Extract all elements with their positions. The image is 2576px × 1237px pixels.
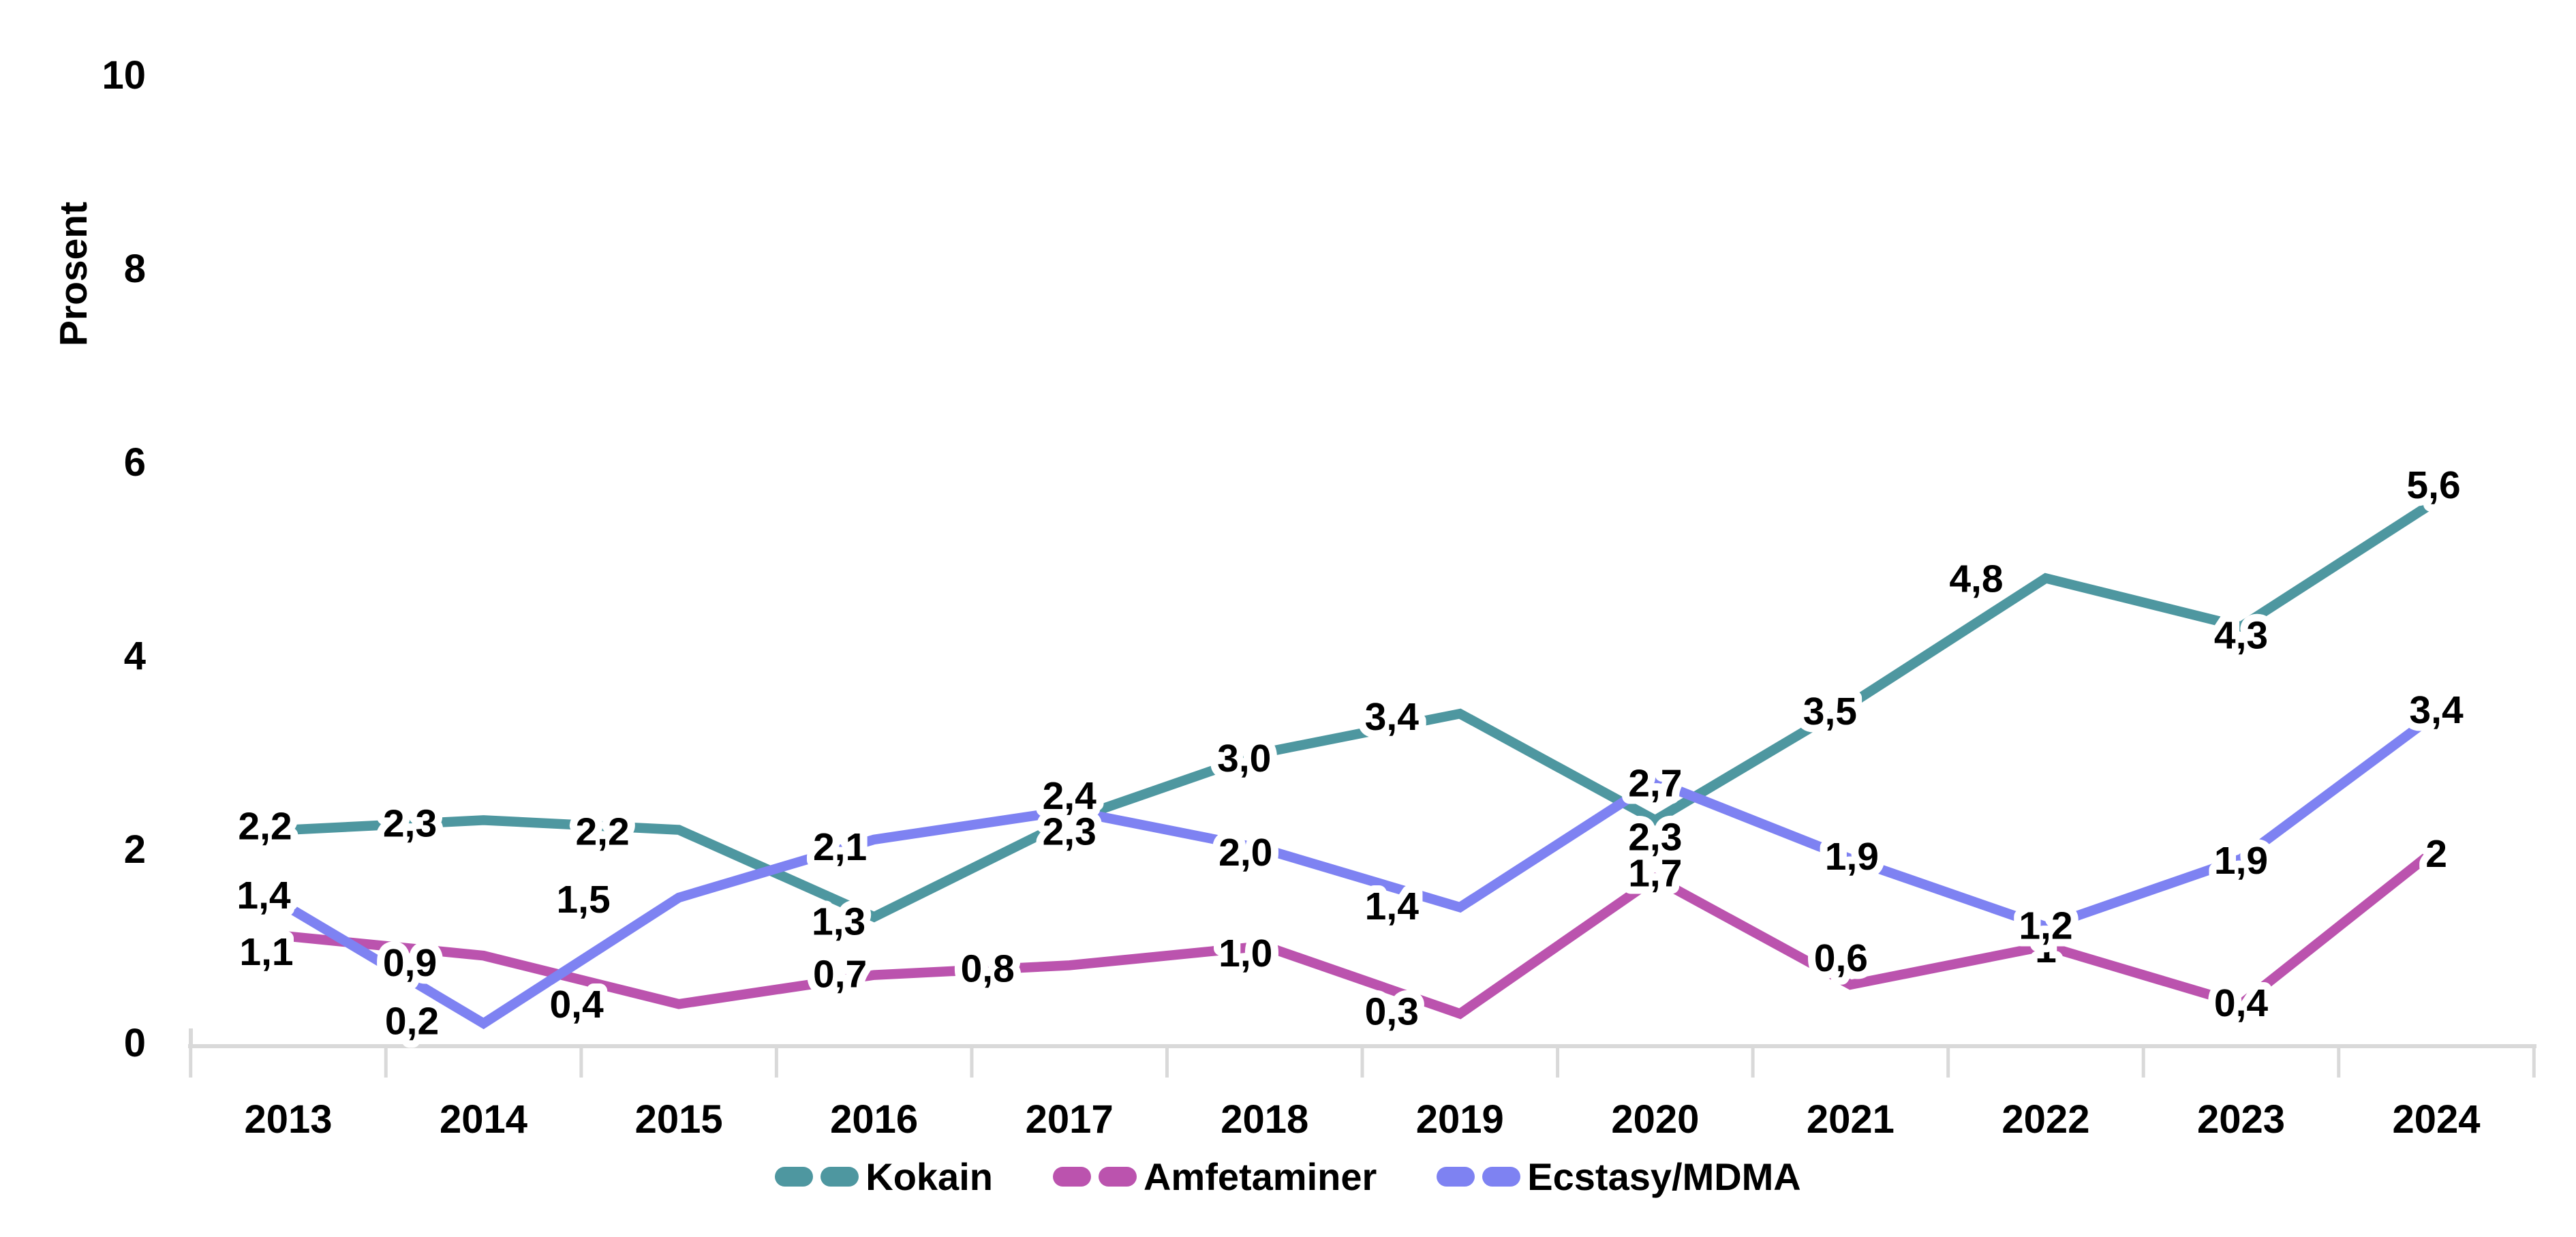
legend-label: Ecstasy/MDMA — [1527, 1155, 1801, 1198]
data-label: 2,3 — [1628, 815, 1682, 859]
y-axis-tick-label: 2 — [124, 827, 146, 872]
x-axis-tick-label: 2017 — [1026, 1097, 1114, 1142]
data-label: 1,7 — [1628, 852, 1682, 896]
x-axis-tick-label: 2023 — [2197, 1097, 2285, 1142]
data-label: 0,6 — [1814, 936, 1868, 980]
data-label: 0,4 — [2214, 981, 2269, 1025]
x-axis-tick-label: 2018 — [1221, 1097, 1308, 1142]
data-label: 2,1 — [813, 825, 867, 869]
y-axis-tick-label: 6 — [124, 440, 146, 485]
data-label: 1,9 — [1825, 835, 1879, 879]
y-axis-tick-label: 4 — [124, 634, 146, 678]
data-label: 2 — [2425, 832, 2447, 876]
y-axis-tick-label: 0 — [124, 1021, 146, 1065]
data-label: 2,2 — [238, 805, 292, 849]
data-label: 2,4 — [1043, 774, 1097, 818]
data-label: 0,8 — [961, 947, 1015, 990]
legend-item-kokain: Kokain — [775, 1155, 993, 1199]
data-label: 0,4 — [549, 983, 604, 1026]
chart-line-kokain — [288, 496, 2439, 923]
data-label: 0,9 — [383, 941, 437, 985]
data-label: 3,4 — [2409, 688, 2464, 732]
x-axis-tick-label: 2013 — [244, 1097, 332, 1142]
chart-line-amfetaminer — [288, 845, 2440, 1020]
data-label: 2,2 — [575, 810, 629, 854]
legend-item-amfetaminer: Amfetaminer — [1052, 1155, 1377, 1199]
data-label: 1,4 — [236, 874, 291, 917]
data-label: 4,3 — [2214, 613, 2268, 657]
x-axis-tick-label: 2016 — [830, 1097, 918, 1142]
y-axis-tick-label: 8 — [124, 247, 146, 291]
x-axis-tick-label: 2015 — [635, 1097, 723, 1142]
data-label: 2,0 — [1218, 831, 1272, 874]
data-label: 3,5 — [1803, 690, 1857, 733]
data-label: 1,0 — [1218, 932, 1272, 975]
chart-legend: Kokain Amfetaminer Ecstasy/MDMA — [0, 1150, 2576, 1202]
x-axis-tick-label: 2022 — [2002, 1097, 2089, 1142]
x-axis-tick-label: 2021 — [1807, 1097, 1895, 1142]
data-label: 5,6 — [2406, 463, 2460, 507]
data-label: 3,4 — [1365, 695, 1420, 739]
dashed-line-icon — [1437, 1166, 1521, 1187]
x-axis-tick-label: 2024 — [2393, 1097, 2481, 1142]
data-label: 1,1 — [239, 930, 293, 974]
chart-line-ecstasy-mdma — [286, 709, 2440, 1030]
x-axis-tick-label: 2019 — [1416, 1097, 1504, 1142]
data-label: 3,0 — [1217, 737, 1271, 780]
data-label: 4,8 — [1949, 557, 2003, 600]
data-label: 1,4 — [1365, 885, 1420, 928]
data-label: 1,3 — [812, 900, 865, 943]
data-label: 2,3 — [383, 801, 437, 845]
y-axis-tick-label: 10 — [102, 53, 146, 97]
data-label: 1,2 — [2019, 904, 2072, 948]
legend-label: Kokain — [865, 1155, 993, 1198]
data-label: 0,3 — [1365, 990, 1419, 1033]
legend-item-ecstasy-mdma: Ecstasy/MDMA — [1437, 1155, 1801, 1199]
data-label: 1,5 — [556, 878, 610, 921]
data-label: 0,7 — [813, 953, 867, 996]
x-axis-tick-label: 2014 — [440, 1097, 527, 1142]
x-axis-tick-label: 2020 — [1611, 1097, 1699, 1142]
y-axis-title: Prosent — [52, 201, 95, 347]
data-label: 2,3 — [1043, 810, 1097, 853]
data-label: 1,9 — [2214, 839, 2268, 883]
dashed-line-icon — [775, 1166, 859, 1187]
dashed-line-icon — [1052, 1166, 1137, 1187]
data-label: 0,2 — [385, 1000, 439, 1043]
legend-label: Amfetaminer — [1143, 1155, 1377, 1198]
data-label: 2,7 — [1628, 762, 1682, 806]
